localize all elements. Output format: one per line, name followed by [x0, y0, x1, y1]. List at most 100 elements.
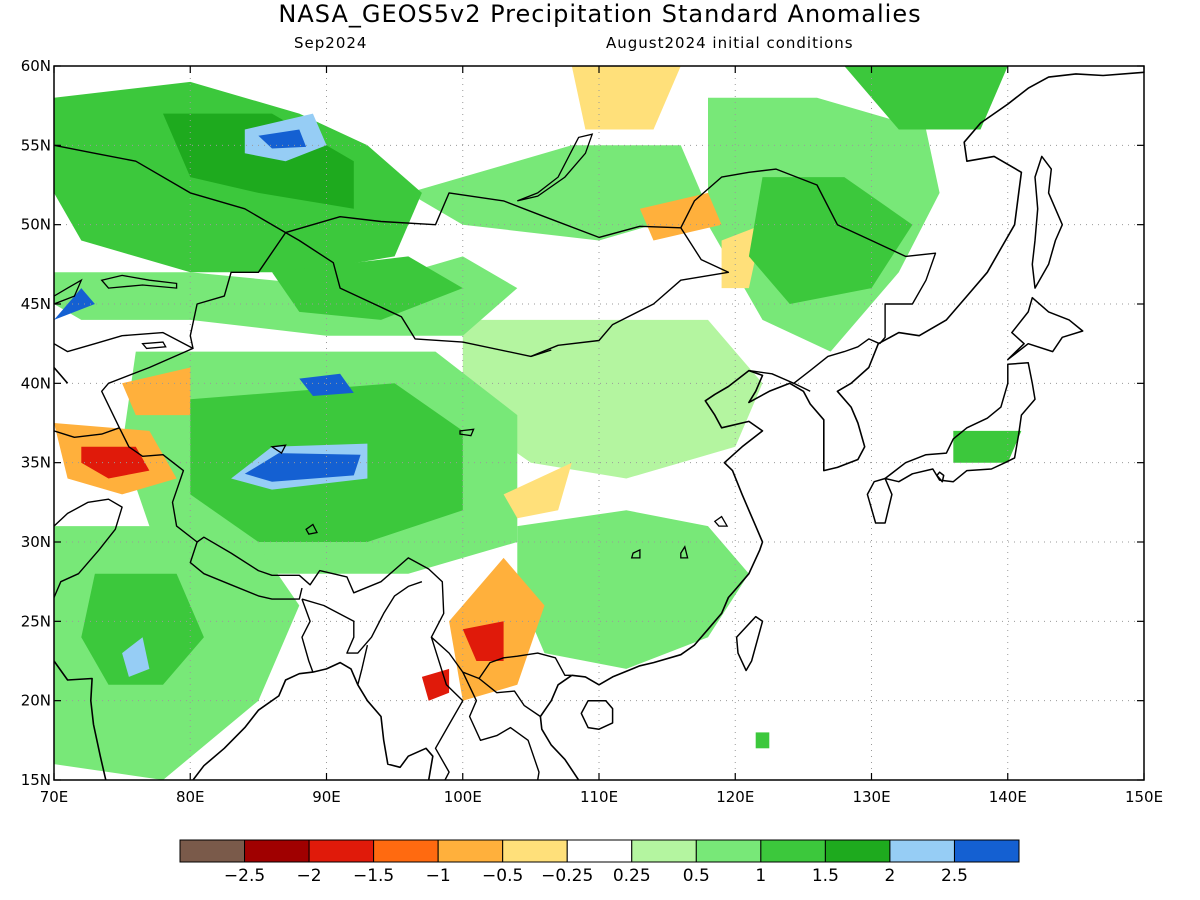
anomaly-region-mongolia-green	[408, 145, 708, 241]
anomaly-region-northeast-green	[748, 177, 913, 304]
latitude-axis: 15N 20N 25N 30N 35N 40N 45N 50N 55N 60N	[21, 57, 1144, 789]
anomaly-region-mongolia-yellow	[639, 192, 722, 241]
country-border	[118, 427, 572, 680]
y-tick-label: 40N	[21, 374, 51, 392]
anomaly-region-siberia-deepblue	[258, 129, 307, 149]
x-tick-label: 110E	[580, 788, 618, 806]
legend-label: 2.5	[941, 866, 968, 886]
legend-swatch	[179, 839, 246, 863]
map-title: NASA_GEOS5v2 Precipitation Standard Anom…	[278, 0, 922, 28]
legend-swatch	[760, 839, 826, 863]
y-tick-label: 20N	[21, 692, 51, 710]
legend-label: 1.5	[812, 866, 839, 886]
y-tick-label: 55N	[21, 136, 51, 154]
legend-label: −1	[426, 866, 451, 886]
legend-swatch	[953, 839, 1020, 863]
coastline	[539, 674, 580, 780]
legend-swatch	[373, 839, 439, 863]
legend-swatch	[244, 839, 310, 863]
y-tick-label: 35N	[21, 454, 51, 472]
lake-outline	[459, 428, 475, 437]
lake-outline	[100, 274, 178, 289]
coastline	[54, 366, 69, 384]
legend-label: −0.5	[482, 866, 523, 886]
lake-outline	[305, 523, 318, 535]
anomaly-region-india-blue	[122, 637, 150, 677]
country-border	[357, 644, 369, 685]
map-outlines	[54, 71, 1144, 780]
anomaly-region-japan-green	[953, 430, 1022, 463]
anomaly-region-myanmar-red	[421, 668, 450, 701]
lake-outline	[517, 133, 594, 202]
island-outline	[580, 699, 614, 730]
country-border	[478, 677, 541, 718]
island-outline	[884, 361, 1036, 483]
y-tick-label: 25N	[21, 612, 51, 630]
island-outline	[735, 615, 764, 672]
x-tick-label: 120E	[716, 788, 754, 806]
anomaly-region-far-north-green	[844, 66, 1008, 130]
country-border	[54, 331, 194, 353]
y-tick-label: 30N	[21, 533, 51, 551]
anomaly-region-taiwan-green	[755, 732, 770, 749]
y-tick-label: 60N	[21, 57, 51, 75]
x-tick-label: 150E	[1125, 788, 1163, 806]
x-tick-label: 100E	[444, 788, 482, 806]
country-border	[530, 349, 552, 358]
anomaly-region-china-light	[462, 319, 763, 479]
map-subtitle-initial-conditions: August2024 initial conditions	[606, 34, 854, 52]
legend-swatch	[502, 839, 568, 863]
y-tick-label: 45N	[21, 295, 51, 313]
country-border	[793, 382, 811, 392]
anomaly-region-india-green	[81, 573, 204, 685]
color-legend: −2.5 −2 −1.5 −1 −0.5 −0.25 0.25 0.5 1 1.5 2 2.5	[179, 839, 1020, 886]
country-border	[301, 598, 314, 673]
y-tick-label: 15N	[21, 771, 51, 789]
lake-outline	[680, 545, 689, 559]
legend-swatch	[631, 839, 697, 863]
legend-swatch	[566, 839, 633, 863]
anomaly-region-tibet-deepblue	[244, 453, 361, 482]
coastline	[571, 71, 1144, 686]
country-border	[301, 581, 423, 654]
legend-label: 2	[885, 866, 896, 886]
coastline	[192, 661, 434, 780]
legend-swatch	[695, 839, 762, 863]
anomaly-region-yunnan-red	[462, 621, 504, 661]
country-border	[189, 541, 303, 600]
x-tick-label: 80E	[176, 788, 205, 806]
map-subtitle-month: Sep2024	[294, 34, 368, 52]
legend-label: 1	[755, 866, 766, 886]
gridlines	[54, 66, 1144, 780]
legend-swatch	[437, 839, 504, 863]
legend-label: −0.25	[541, 866, 593, 886]
legend-swatch	[308, 839, 375, 863]
country-border	[54, 232, 287, 438]
longitude-axis: 70E 80E 90E 100E 110E 120E 130E 140E 150E	[40, 66, 1163, 806]
country-border	[462, 671, 540, 780]
anomaly-region-west-blue	[54, 288, 95, 320]
country-border	[430, 636, 464, 780]
legend-label: 0.25	[613, 866, 651, 886]
country-border	[54, 498, 123, 598]
anomaly-region-kashmir-red	[81, 446, 150, 479]
anomaly-region-kazakh-dark	[272, 256, 463, 320]
coastline	[54, 660, 107, 780]
anomaly-region-south-green	[517, 510, 749, 669]
anomaly-region-china-yellow	[503, 462, 572, 519]
island-outline	[1031, 155, 1064, 289]
island-outline	[936, 471, 945, 483]
x-tick-label: 70E	[40, 788, 69, 806]
legend-label: −1.5	[353, 866, 394, 886]
legend-label: 0.5	[683, 866, 710, 886]
legend-swatch	[889, 839, 955, 863]
lake-outline	[270, 444, 287, 455]
island-outline	[1007, 296, 1084, 361]
lake-outline	[630, 548, 641, 559]
x-tick-label: 140E	[989, 788, 1027, 806]
anomaly-region-pamir-orange	[122, 367, 191, 416]
lake-outline	[141, 341, 167, 350]
lake-outline	[54, 278, 83, 305]
anomaly-region-north-yellow	[571, 66, 681, 130]
